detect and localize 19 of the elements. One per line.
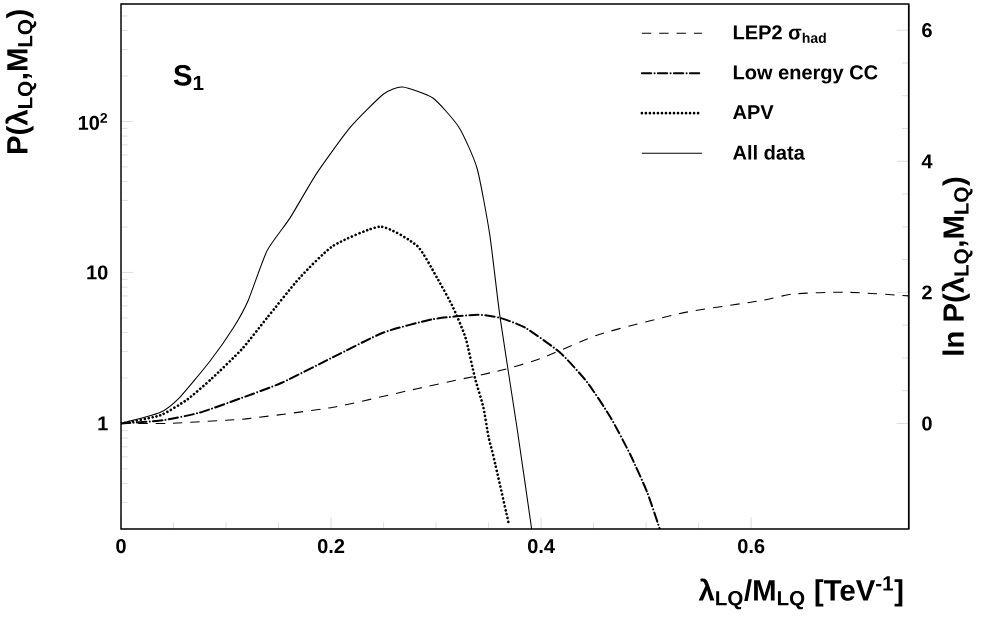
y-axis-title: P(λ$_{LQ}$,M$_{LQ}$) (5, 10, 37, 154)
y2-tick-label: 0 (922, 416, 932, 431)
x-tick-label: 0.2 (317, 539, 345, 554)
x-tick-label: 0 (116, 539, 126, 554)
y2-tick-label: 6 (922, 23, 932, 38)
x-tick-label: 0.6 (738, 539, 765, 554)
x-axis-title: λ$_{LQ}$/M$_{LQ}$ [TeV$^{-1}$] (698, 576, 903, 610)
y2-axis-title: ln P(λ$_{LQ}$,M$_{LQ}$) (941, 177, 973, 355)
annotation: S$_{1}$ (173, 64, 204, 91)
y-tick-label: 10 (87, 265, 108, 280)
legend-label: Low energy CC (733, 65, 878, 84)
legend-label: All data (733, 145, 805, 160)
x-tick-label: 0.4 (528, 539, 555, 554)
y-tick-label: 1 (98, 416, 108, 431)
legend-label: LEP2 σ$_{had}$ (733, 25, 826, 43)
legend-label: APV (733, 105, 774, 120)
y2-tick-label: 2 (922, 285, 932, 300)
y-tick-label: 10$^{2}$ (78, 113, 108, 130)
y2-tick-label: 4 (921, 154, 933, 169)
